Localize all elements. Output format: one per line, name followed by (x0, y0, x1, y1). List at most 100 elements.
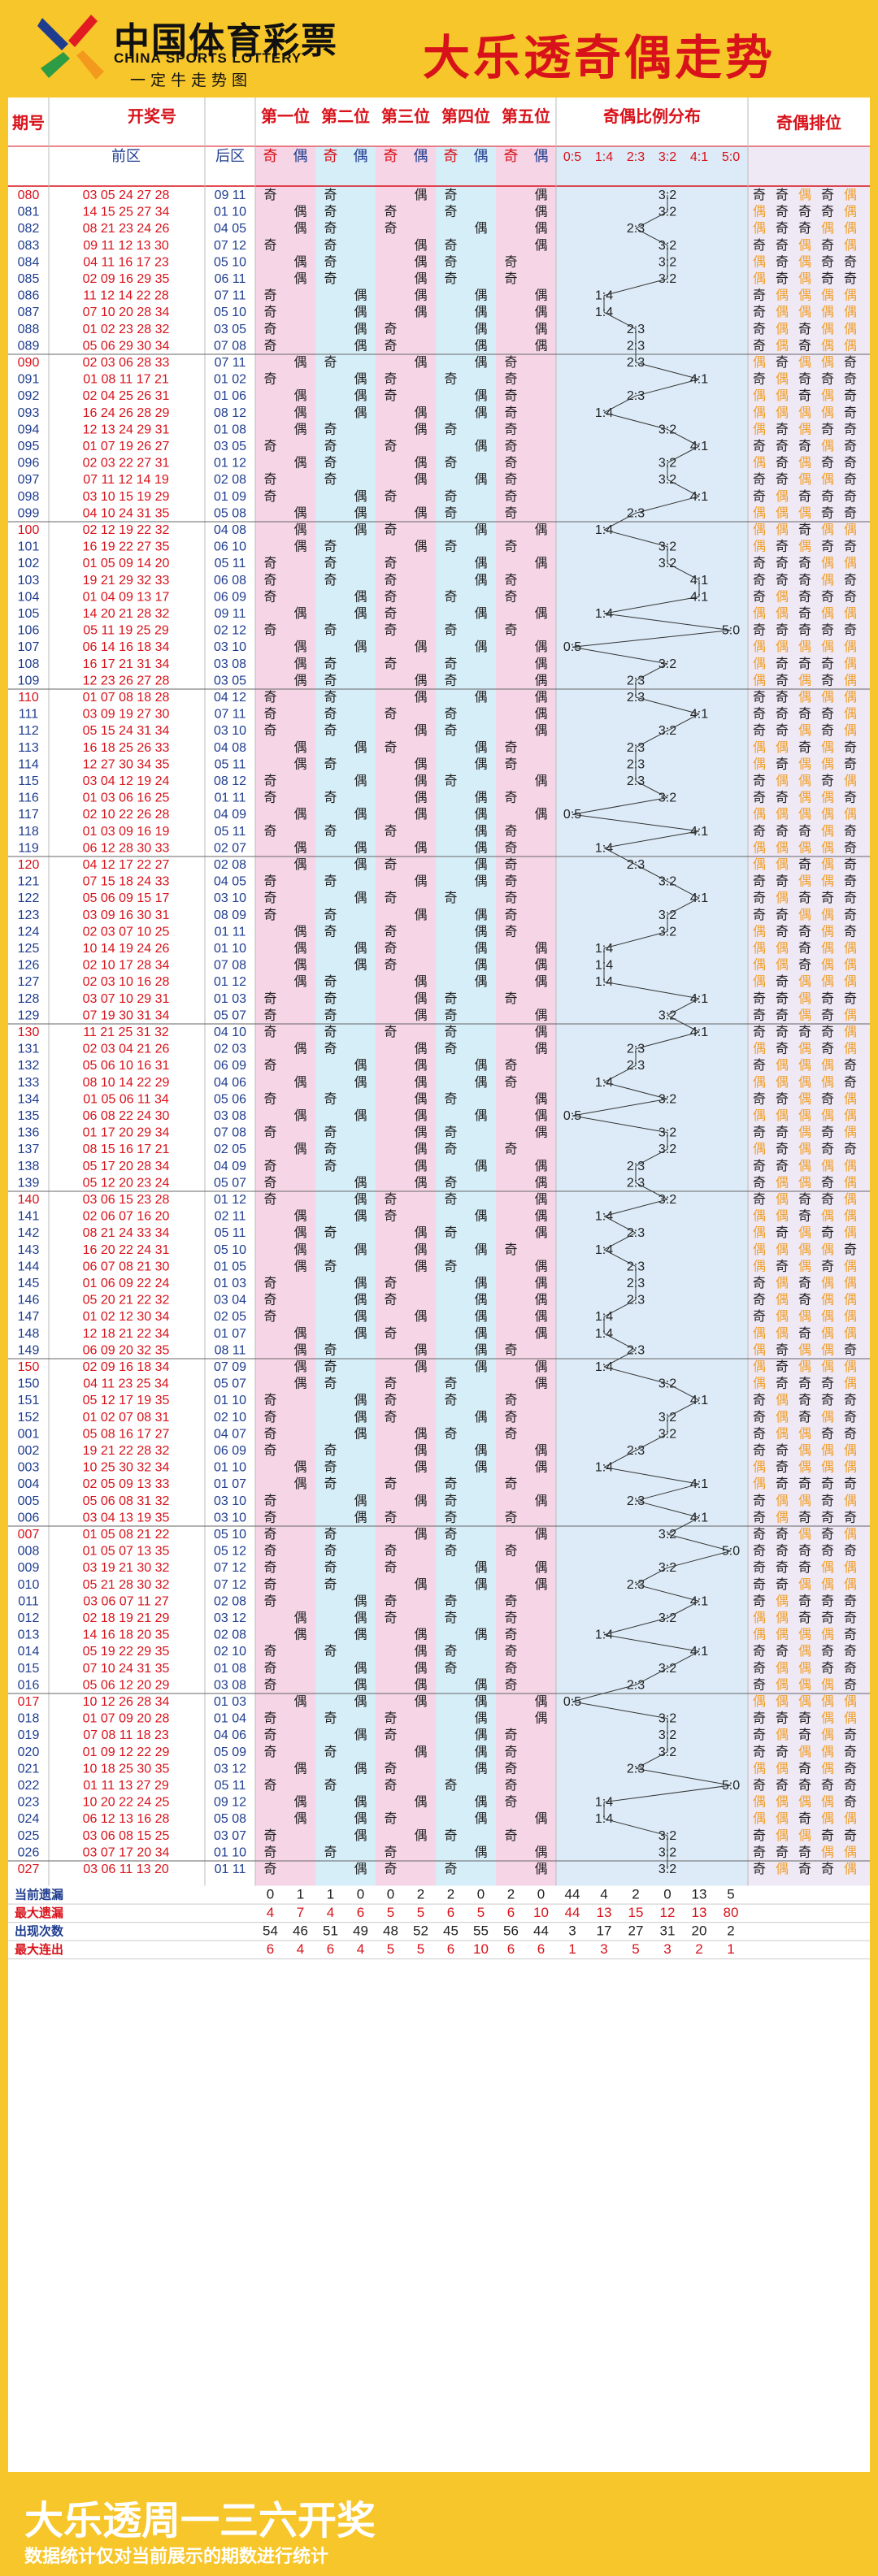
order-mark: 偶 (776, 1426, 789, 1441)
even-mark: 偶 (293, 857, 306, 872)
front-numbers-cell: 03 06 15 23 28 (83, 1193, 170, 1207)
order-mark: 奇 (753, 372, 766, 387)
order-mark: 奇 (776, 1778, 789, 1793)
trend-line (572, 1684, 637, 1702)
order-mark: 偶 (844, 556, 857, 570)
trend-line (635, 211, 668, 229)
order-mark: 奇 (821, 1510, 834, 1524)
order-mark: 奇 (844, 1628, 857, 1642)
even-mark: 偶 (293, 840, 306, 855)
order-mark: 奇 (753, 556, 766, 570)
order-mark: 奇 (821, 1008, 834, 1022)
order-mark: 偶 (776, 740, 789, 755)
front-numbers-cell: 12 13 24 29 31 (83, 423, 170, 436)
order-mark: 奇 (776, 1225, 789, 1240)
order-mark: 偶 (776, 941, 789, 956)
even-mark: 偶 (534, 1192, 547, 1207)
trend-line (603, 596, 700, 614)
order-mark: 偶 (753, 540, 766, 554)
trend-line (667, 998, 700, 1016)
order-mark: 奇 (776, 908, 789, 922)
even-mark: 偶 (534, 958, 547, 973)
order-mark: 偶 (776, 523, 789, 537)
back-numbers-cell: 05 11 (215, 825, 246, 839)
order-mark: 偶 (821, 405, 834, 420)
odd-mark: 奇 (324, 556, 337, 570)
even-mark: 偶 (293, 657, 306, 671)
order-mark: 偶 (776, 1058, 789, 1073)
back-numbers-cell: 01 06 (214, 389, 246, 403)
even-mark: 偶 (474, 908, 487, 922)
order-mark: 偶 (821, 857, 834, 872)
even-mark: 偶 (293, 606, 306, 621)
even-mark: 偶 (534, 774, 547, 788)
period-cell: 092 (18, 389, 40, 403)
logo-text-cn: 中国体育彩票 (114, 21, 338, 61)
order-mark: 偶 (798, 1460, 811, 1475)
order-header: 奇偶排位 (776, 113, 841, 132)
even-mark: 偶 (414, 1125, 427, 1140)
even-mark: 偶 (534, 322, 547, 336)
even-mark: 偶 (293, 673, 306, 687)
odd-mark: 奇 (384, 1410, 397, 1425)
order-mark: 偶 (844, 1108, 857, 1123)
back-numbers-cell: 01 05 (214, 1260, 246, 1273)
odd-mark: 奇 (444, 723, 457, 738)
odd-mark: 奇 (504, 1761, 517, 1776)
order-mark: 偶 (776, 388, 789, 403)
front-numbers-cell: 03 06 11 13 20 (83, 1863, 169, 1876)
period-cell: 100 (18, 523, 40, 537)
order-mark: 偶 (798, 1125, 811, 1140)
front-numbers-cell: 14 15 25 27 34 (83, 206, 170, 219)
order-mark: 偶 (753, 1360, 766, 1374)
front-numbers-cell: 02 06 07 16 20 (83, 1210, 170, 1224)
even-mark: 偶 (534, 1694, 547, 1709)
odd-mark: 奇 (504, 1728, 517, 1742)
odd-mark: 奇 (444, 1125, 457, 1140)
order-mark: 奇 (844, 1510, 857, 1524)
order-mark: 偶 (844, 1460, 857, 1475)
numbers-header: 开奖号 (128, 106, 176, 126)
order-mark: 奇 (821, 1661, 834, 1676)
order-mark: 奇 (821, 1527, 834, 1542)
order-mark: 奇 (776, 1259, 789, 1273)
order-mark: 偶 (753, 1326, 766, 1341)
front-numbers-cell: 06 08 22 24 30 (83, 1109, 170, 1123)
back-numbers-cell: 07 08 (214, 339, 246, 353)
period-cell: 122 (18, 891, 40, 905)
even-mark: 偶 (414, 1694, 427, 1709)
even-mark: 偶 (534, 657, 547, 671)
odd-mark: 奇 (263, 774, 276, 788)
odd-mark: 奇 (324, 1008, 337, 1022)
period-cell: 009 (18, 1561, 40, 1575)
order-mark: 偶 (844, 1159, 857, 1173)
order-mark: 奇 (821, 1544, 834, 1559)
front-numbers-cell: 01 07 08 18 28 (83, 691, 170, 705)
order-mark: 偶 (776, 405, 789, 420)
order-mark: 奇 (776, 573, 789, 588)
back-numbers-cell: 08 11 (215, 1343, 246, 1357)
period-cell: 119 (18, 841, 39, 855)
order-mark: 奇 (753, 1426, 766, 1441)
even-mark: 偶 (293, 1259, 306, 1273)
even-mark: 偶 (474, 1560, 487, 1575)
odd-mark: 奇 (504, 540, 517, 554)
order-mark: 奇 (844, 1677, 857, 1692)
even-mark: 偶 (414, 690, 427, 705)
order-mark: 奇 (798, 1778, 811, 1793)
odd-mark: 奇 (504, 1611, 517, 1625)
order-mark: 奇 (753, 288, 766, 303)
order-mark: 偶 (776, 840, 789, 855)
trend-line (667, 479, 700, 497)
even-mark: 偶 (354, 505, 367, 520)
position-header: 第二位 (321, 106, 370, 126)
stat-value: 5 (727, 1887, 734, 1902)
order-mark: 奇 (753, 1560, 766, 1575)
order-mark: 奇 (821, 723, 834, 738)
period-cell: 149 (18, 1343, 40, 1357)
odd-mark: 奇 (324, 623, 337, 638)
back-numbers-cell: 01 09 (214, 490, 246, 504)
period-cell: 136 (18, 1126, 40, 1140)
order-mark: 偶 (798, 1342, 811, 1357)
order-mark: 偶 (798, 1443, 811, 1458)
